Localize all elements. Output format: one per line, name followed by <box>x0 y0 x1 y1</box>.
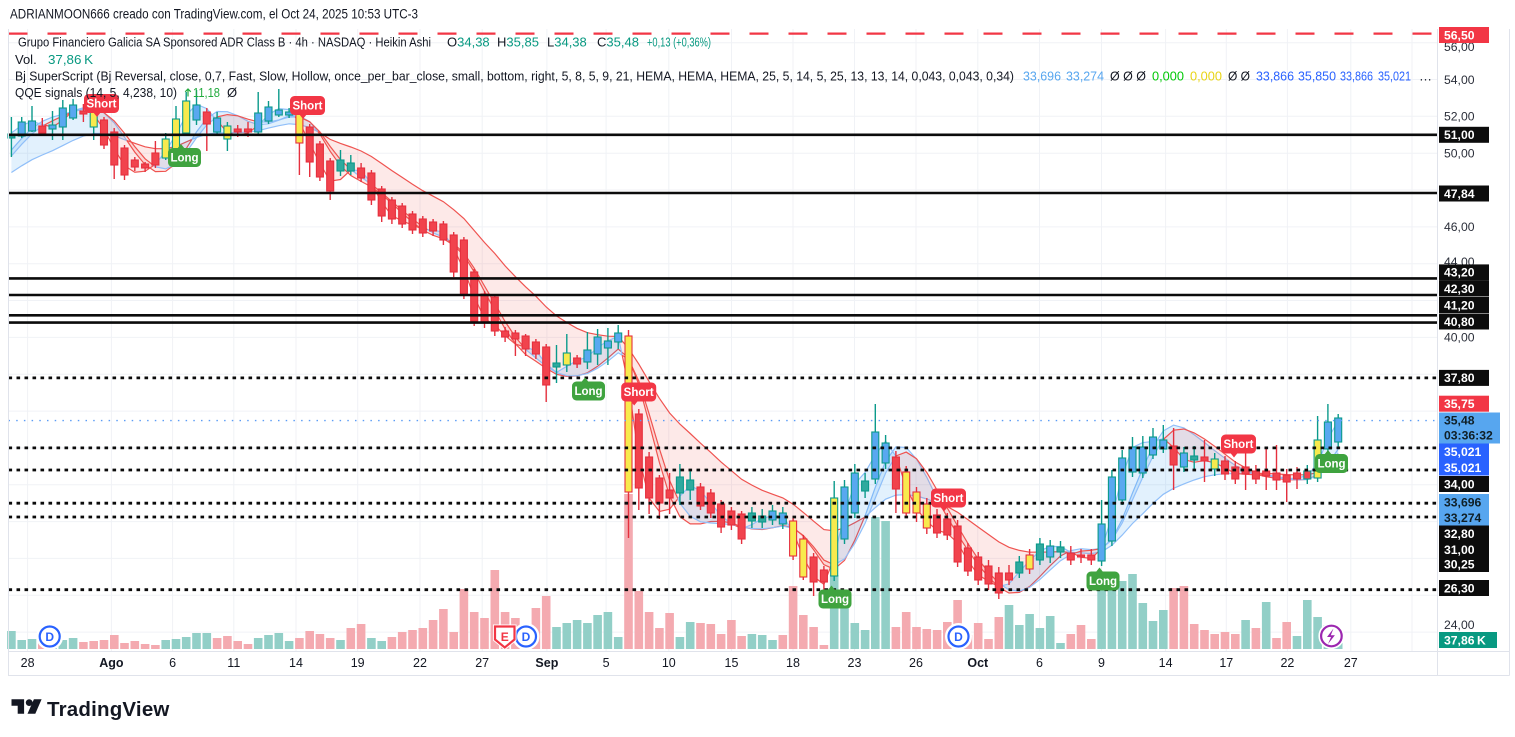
svg-text:41,20: 41,20 <box>1444 298 1475 312</box>
svg-text:0,000: 0,000 <box>1152 69 1184 84</box>
svg-text:Long: Long <box>1089 576 1117 588</box>
svg-text:Short: Short <box>933 493 963 505</box>
svg-text:L34,38: L34,38 <box>547 35 587 50</box>
svg-text:33,866: 33,866 <box>1256 69 1294 84</box>
svg-text:43,20: 43,20 <box>1444 266 1475 280</box>
svg-text:9: 9 <box>1098 656 1105 670</box>
svg-text:03:36:32: 03:36:32 <box>1444 429 1493 443</box>
svg-text:27: 27 <box>475 656 489 670</box>
svg-text:40,80: 40,80 <box>1444 315 1475 329</box>
svg-text:35,75: 35,75 <box>1444 397 1475 411</box>
svg-text:33,866: 33,866 <box>1340 69 1373 84</box>
svg-text:Long: Long <box>574 386 602 398</box>
svg-text:33,696: 33,696 <box>1023 69 1061 84</box>
svg-text:51,00: 51,00 <box>1444 128 1475 142</box>
svg-text:52,00: 52,00 <box>1444 110 1475 124</box>
svg-text:35,021: 35,021 <box>1378 69 1411 84</box>
svg-text:H35,85: H35,85 <box>497 35 539 50</box>
svg-text:Vol.: Vol. <box>15 52 37 67</box>
svg-text:18: 18 <box>786 656 800 670</box>
svg-text:O34,38: O34,38 <box>447 35 490 50</box>
svg-text:35,021: 35,021 <box>1444 461 1481 475</box>
svg-text:10: 10 <box>662 656 676 670</box>
svg-text:26,30: 26,30 <box>1444 581 1475 595</box>
svg-text:34,00: 34,00 <box>1444 477 1475 491</box>
svg-text:22: 22 <box>1280 656 1294 670</box>
svg-text:33,274: 33,274 <box>1066 69 1104 84</box>
svg-text:35,850: 35,850 <box>1298 69 1336 84</box>
svg-text:33,274: 33,274 <box>1444 511 1481 525</box>
svg-text:TradingView: TradingView <box>47 698 170 721</box>
svg-text:D: D <box>954 630 963 644</box>
svg-text:47,84: 47,84 <box>1444 187 1475 201</box>
svg-text:Sep: Sep <box>535 656 558 670</box>
svg-text:6: 6 <box>1036 656 1043 670</box>
svg-text:37,80: 37,80 <box>1444 371 1475 385</box>
svg-text:32,80: 32,80 <box>1444 527 1475 541</box>
svg-text:14: 14 <box>289 656 303 670</box>
svg-text:27: 27 <box>1344 656 1358 670</box>
svg-text:Short: Short <box>624 387 654 399</box>
svg-text:…: … <box>1419 69 1432 84</box>
svg-text:26: 26 <box>909 656 923 670</box>
svg-text:31,00: 31,00 <box>1444 543 1475 557</box>
svg-text:D: D <box>45 630 54 644</box>
svg-text:Bj SuperScript (Bj Reversal, c: Bj SuperScript (Bj Reversal, close, 0,7,… <box>15 69 1014 84</box>
svg-text:46,00: 46,00 <box>1444 220 1475 234</box>
svg-text:0,000: 0,000 <box>1190 69 1222 84</box>
svg-text:37,86 K: 37,86 K <box>1444 633 1486 647</box>
svg-text:17: 17 <box>1219 656 1233 670</box>
svg-text:40,00: 40,00 <box>1444 331 1475 345</box>
svg-text:11: 11 <box>227 656 240 670</box>
svg-text:Ago: Ago <box>99 656 124 670</box>
svg-text:5: 5 <box>603 656 610 670</box>
svg-text:Ø: Ø <box>227 85 237 100</box>
svg-text:19: 19 <box>351 656 365 670</box>
svg-text:QQE signals (14, 5, 4,238, 10): QQE signals (14, 5, 4,238, 10) <box>15 85 177 100</box>
svg-text:Oct: Oct <box>967 656 989 670</box>
svg-text:15: 15 <box>725 656 739 670</box>
svg-text:C35,48: C35,48 <box>597 35 639 50</box>
svg-text:54,00: 54,00 <box>1444 73 1475 87</box>
svg-text:42,30: 42,30 <box>1444 282 1475 296</box>
svg-text:Short: Short <box>1223 439 1253 451</box>
svg-text:37,86 K: 37,86 K <box>48 52 93 67</box>
svg-text:Ø Ø: Ø Ø <box>1228 69 1250 84</box>
svg-text:11,18: 11,18 <box>193 85 220 100</box>
svg-text:23: 23 <box>848 656 862 670</box>
svg-text:Grupo Financiero Galicia SA Sp: Grupo Financiero Galicia SA Sponsored AD… <box>18 35 431 50</box>
svg-text:Short: Short <box>292 101 322 113</box>
svg-text:24,00: 24,00 <box>1444 618 1475 632</box>
svg-text:E: E <box>501 630 509 644</box>
svg-text:56,00: 56,00 <box>1444 40 1475 54</box>
svg-text:D: D <box>522 630 531 644</box>
svg-text:Long: Long <box>821 594 849 606</box>
svg-text:14: 14 <box>1159 656 1173 670</box>
svg-text:33,696: 33,696 <box>1444 495 1481 509</box>
svg-text:Long: Long <box>170 153 198 165</box>
svg-text:Ø Ø Ø: Ø Ø Ø <box>1110 69 1146 84</box>
svg-text:56,50: 56,50 <box>1444 28 1475 42</box>
svg-text:+0,13 (+0,36%): +0,13 (+0,36%) <box>647 35 711 50</box>
svg-text:ADRIANMOON666 creado con Tradi: ADRIANMOON666 creado con TradingView.com… <box>10 7 418 22</box>
svg-text:28: 28 <box>21 656 35 670</box>
svg-text:22: 22 <box>413 656 427 670</box>
svg-text:Short: Short <box>86 99 116 111</box>
svg-text:35,48: 35,48 <box>1444 414 1475 428</box>
svg-text:50,00: 50,00 <box>1444 147 1475 161</box>
svg-text:35,021: 35,021 <box>1444 445 1481 459</box>
svg-text:Long: Long <box>1317 459 1345 471</box>
svg-text:6: 6 <box>169 656 176 670</box>
svg-text:30,25: 30,25 <box>1444 557 1475 571</box>
